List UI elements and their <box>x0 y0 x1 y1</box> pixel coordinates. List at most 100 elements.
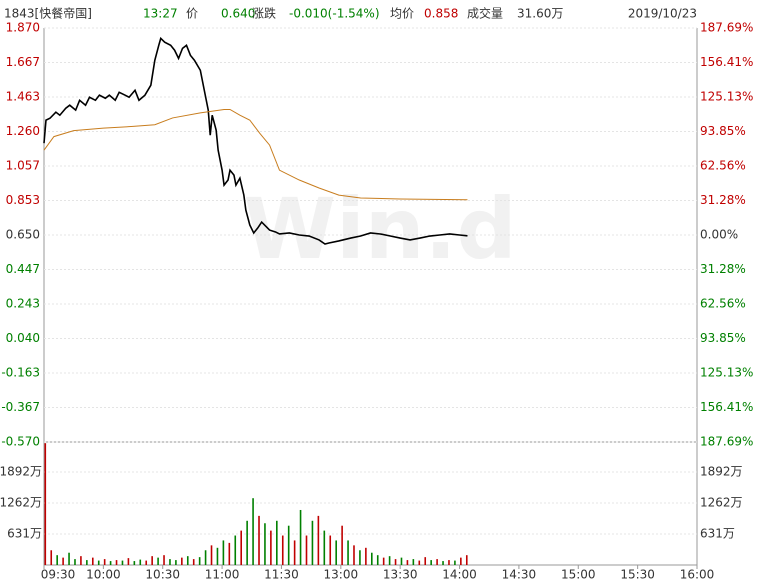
x-tick-label: 15:00 <box>561 568 596 582</box>
volume-bar <box>228 542 231 565</box>
change: -0.010(-1.54%) <box>289 7 380 21</box>
price-label: 价 <box>186 7 198 21</box>
volume-bar <box>323 530 326 565</box>
volume-bar <box>293 540 296 565</box>
y-tick-label: -0.570 <box>1 435 40 449</box>
volume-bar <box>204 550 207 565</box>
volume-bar <box>382 557 385 565</box>
volume-bar <box>317 515 320 565</box>
y2-tick-label: 125.13% <box>700 366 753 380</box>
volume-bar <box>460 557 462 565</box>
volume-bar <box>287 525 290 565</box>
volume-bar <box>127 558 130 565</box>
volume: 31.60万 <box>517 7 563 21</box>
volume-bar <box>133 561 136 565</box>
x-tick-label: 13:30 <box>383 568 418 582</box>
y2-tick-label: 125.13% <box>700 89 753 103</box>
x-tick-label: 11:00 <box>205 568 240 582</box>
volume-bar <box>145 560 148 565</box>
volume-bar <box>448 560 450 565</box>
volume-bar <box>91 557 94 565</box>
volume-bar <box>222 540 225 565</box>
y-tick-label-right: 1262万 <box>700 496 743 510</box>
y-tick-label: 0.447 <box>6 262 40 276</box>
y-tick-label-right: 1892万 <box>700 465 743 479</box>
volume-bar <box>258 515 260 565</box>
volume-bar <box>270 530 272 565</box>
volume-bar <box>68 552 70 565</box>
volume-bar <box>305 535 308 565</box>
volume-bar <box>234 535 237 565</box>
volume-bar <box>74 559 76 565</box>
avg-label: 均价 <box>390 7 414 21</box>
y2-tick-label: 93.85% <box>700 124 746 138</box>
volume-bar <box>365 547 367 565</box>
volume-bar <box>442 561 444 565</box>
volume-bar <box>44 443 47 565</box>
volume-bar <box>181 557 183 565</box>
price: 0.640 <box>221 7 255 21</box>
volume-bar <box>412 559 415 565</box>
volume-bar <box>299 509 302 565</box>
volume-bar <box>400 557 403 565</box>
y-tick-label-right: 631万 <box>700 527 735 541</box>
y2-tick-label: 31.28% <box>700 262 746 276</box>
volume-bar <box>169 559 171 565</box>
x-tick-label: 15:30 <box>620 568 655 582</box>
volume-bar <box>192 559 195 565</box>
volume-bar <box>216 547 219 565</box>
x-tick-label: 14:30 <box>502 568 537 582</box>
volume-bar <box>436 559 438 565</box>
x-tick-label: 14:00 <box>442 568 477 582</box>
volume-bar <box>329 535 332 565</box>
x-tick-label: 16:00 <box>680 568 715 582</box>
volume-bar <box>186 556 189 565</box>
y2-tick-label: 156.41% <box>700 400 753 414</box>
volume-bar <box>240 530 242 565</box>
y2-tick-label: 93.85% <box>700 331 746 345</box>
volume-bar <box>62 557 64 565</box>
volume-bar <box>252 498 254 565</box>
y2-tick-label: 62.56% <box>700 159 746 173</box>
y-tick-label: 1.463 <box>6 90 40 104</box>
volume-bar <box>359 550 361 565</box>
change-label: 涨跌 <box>252 6 276 21</box>
volume-bar <box>151 556 153 565</box>
x-tick-label: 10:00 <box>86 568 121 582</box>
volume-bar <box>139 559 142 565</box>
volume-bar <box>394 559 397 565</box>
volume-bar <box>163 555 165 565</box>
volume-bar <box>347 540 349 565</box>
y2-tick-label: 62.56% <box>700 296 746 310</box>
y2-tick-label: 31.28% <box>700 193 746 207</box>
y-tick-label: 1.057 <box>6 158 40 172</box>
y2-tick-label: 0.00% <box>700 228 738 242</box>
y-tick-label: 0.650 <box>6 228 40 242</box>
date: 2019/10/23 <box>628 7 697 21</box>
volume-bar <box>371 552 373 565</box>
volume-bar <box>418 560 421 565</box>
y-tick-label: -0.163 <box>1 365 40 379</box>
volume-bar <box>264 523 266 565</box>
watermark: Win.d <box>243 180 516 278</box>
volume-bar <box>376 555 379 565</box>
volume-bar <box>335 540 337 565</box>
volume-bar <box>157 557 159 565</box>
volume-bar <box>424 557 427 565</box>
x-tick-label: 10:30 <box>145 568 180 582</box>
y2-tick-label: 187.69% <box>700 21 753 35</box>
volume-bar <box>56 555 58 565</box>
volume-bar <box>430 560 432 565</box>
volume-bar <box>86 560 88 565</box>
y-tick-label: 0.040 <box>6 331 40 345</box>
volume-bar <box>175 560 177 565</box>
volume-bar <box>80 556 82 565</box>
volume-bar <box>341 525 343 565</box>
volume-label: 成交量 <box>467 6 503 21</box>
volume-bar <box>103 559 106 565</box>
y-tick-label: 1.870 <box>6 21 40 35</box>
y-tick-label: 0.853 <box>6 193 40 207</box>
time: 13:27 <box>143 7 178 21</box>
volume-bar <box>198 557 201 565</box>
volume-bar <box>406 560 409 565</box>
